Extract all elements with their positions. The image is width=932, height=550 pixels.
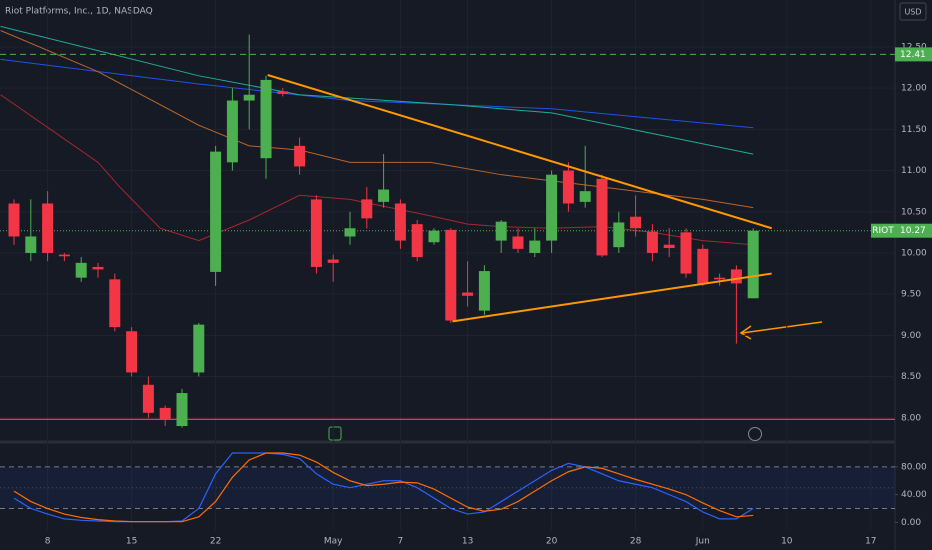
candle-body [294, 145, 306, 167]
candle-body [596, 178, 608, 256]
candle-body [462, 292, 474, 296]
level-label: 10.27 [900, 226, 926, 236]
candle-body [361, 199, 373, 219]
stochastic-line [13, 452, 754, 523]
candle-body [75, 262, 87, 278]
chart-title: Riot Platforms, Inc., 1D, NASDAQ [5, 7, 153, 17]
candle-body [58, 254, 70, 257]
symbol-label: RIOT [872, 226, 894, 236]
trendline [452, 272, 772, 323]
currency-badge [899, 2, 927, 21]
candle-body [210, 151, 222, 272]
candle-body [25, 236, 37, 253]
candle-body [344, 228, 356, 237]
currency: USD [904, 8, 921, 17]
annotation-arrow [739, 321, 823, 340]
candle-body [428, 230, 440, 243]
candle-body [562, 170, 574, 204]
y-tick-label: 9.50 [901, 290, 921, 300]
candle-body [92, 266, 104, 270]
candle-body [176, 393, 188, 426]
x-tick-label: Jun [695, 537, 710, 547]
candle-body [243, 94, 255, 101]
y-tick-label: 10.50 [901, 207, 927, 217]
candle-body [680, 232, 692, 274]
dividend-icon [748, 427, 762, 441]
y-tick-label: 40.00 [901, 490, 927, 500]
candle-body [159, 407, 171, 420]
x-tick-label: 13 [462, 537, 473, 547]
candle-body [260, 79, 272, 159]
candle-body [109, 279, 121, 328]
candle-body [411, 224, 423, 258]
candle-body [730, 269, 742, 284]
candle-body [495, 221, 507, 241]
y-tick-label: 11.00 [901, 166, 927, 176]
level-label: 12.41 [900, 50, 926, 60]
candle-body [394, 203, 406, 241]
candle-body [277, 91, 289, 94]
y-tick-label: 0.00 [901, 518, 921, 528]
x-tick-label: 15 [126, 537, 137, 547]
moving-average [0, 25, 754, 155]
trendline [267, 74, 772, 230]
candle-body [546, 174, 558, 241]
x-tick-label: 10 [781, 537, 793, 547]
candle-body [193, 324, 205, 373]
y-tick-label: 80.00 [901, 462, 927, 472]
candle-body [226, 100, 238, 163]
x-tick-label: 17 [865, 537, 876, 547]
candle-body [613, 222, 625, 248]
candle-body [697, 248, 709, 284]
candle-body [8, 203, 20, 237]
earnings-icon [328, 426, 342, 441]
candle-body [714, 277, 726, 280]
candle-body [445, 229, 457, 321]
candle-body [646, 231, 658, 253]
level-badge [895, 47, 932, 62]
y-tick-label: 10.00 [901, 248, 927, 258]
candle-body [310, 199, 322, 267]
candle-body [478, 271, 490, 311]
candle-body [630, 216, 642, 229]
moving-average [0, 30, 754, 209]
candle-body [42, 203, 54, 253]
band-fill [0, 466, 895, 509]
y-tick-label: 9.00 [901, 331, 921, 341]
y-tick-label: 8.50 [901, 372, 921, 382]
x-tick-label: 7 [398, 537, 404, 547]
y-tick-label: 8.00 [901, 413, 921, 423]
candle-body [126, 331, 138, 373]
y-tick-label: 12.00 [901, 84, 927, 94]
x-tick-label: May [324, 537, 343, 547]
candle-body [327, 259, 339, 263]
candle-body [142, 384, 154, 413]
x-tick-label: 28 [630, 537, 642, 547]
candle-body [529, 240, 541, 253]
candle-body [747, 230, 759, 299]
candle-body [579, 191, 591, 202]
candle-body [512, 236, 524, 249]
x-tick-label: 8 [45, 537, 51, 547]
x-tick-label: 22 [210, 537, 221, 547]
y-tick-label: 11.50 [901, 125, 927, 135]
level-badge [895, 223, 932, 238]
candle-body [378, 189, 390, 202]
candle-body [663, 244, 675, 249]
x-tick-label: 20 [546, 537, 558, 547]
symbol-badge [871, 223, 895, 238]
